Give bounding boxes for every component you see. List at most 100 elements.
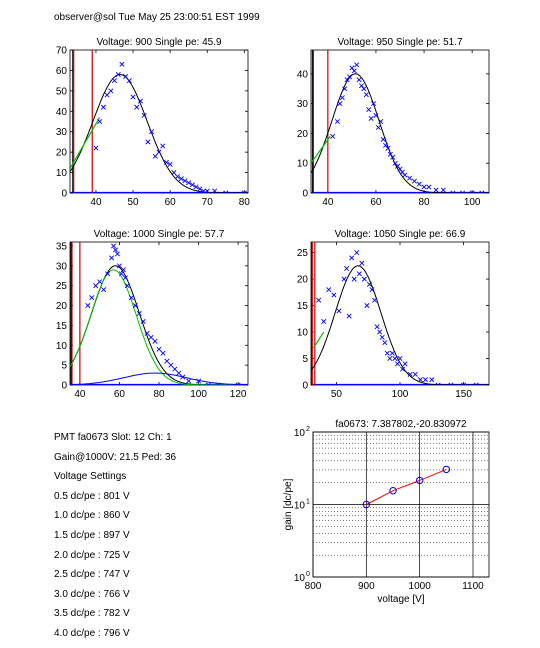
data-point	[141, 112, 147, 118]
x-tick-label: 800	[305, 581, 322, 592]
plot-frame	[69, 241, 249, 386]
data-point	[383, 142, 389, 148]
settings-title: Voltage Settings	[54, 471, 127, 483]
data-point	[440, 187, 446, 193]
data-point	[342, 86, 348, 92]
data-point	[378, 118, 384, 125]
data-point	[152, 338, 158, 344]
x-tick-label: 40	[322, 197, 334, 208]
data-point	[380, 136, 386, 142]
data-point	[435, 382, 441, 385]
gain-fit-line	[366, 468, 447, 505]
plot-frame	[312, 431, 490, 578]
data-point	[193, 184, 199, 190]
y-tick-label: 15	[56, 321, 68, 332]
data-point	[171, 170, 177, 176]
data-point	[326, 287, 332, 293]
data-point	[371, 101, 377, 107]
y-tick-label: 10	[294, 573, 306, 584]
data-point	[148, 334, 154, 340]
gain-point	[362, 500, 371, 509]
setting-1: 1.0 dc/pe : 860 V	[54, 510, 130, 522]
data-point	[110, 243, 117, 249]
y-tick-label: 0	[61, 381, 67, 392]
gain-point	[442, 465, 451, 474]
data-point	[336, 308, 342, 314]
y-tick-label: 10	[56, 168, 68, 179]
y-tick-label: 25	[56, 281, 68, 292]
plot-title: Voltage: 900 Single pe: 45.9	[96, 37, 222, 48]
data-point	[128, 295, 134, 301]
y-tick-label: 0	[61, 189, 67, 200]
data-point	[344, 265, 350, 271]
y-tick-label: 60	[56, 66, 68, 77]
y-tick-label: 20	[56, 148, 68, 159]
data-point	[160, 143, 166, 149]
data-point	[392, 356, 398, 362]
data-point	[134, 104, 140, 110]
data-point	[402, 361, 408, 367]
data-point	[97, 118, 103, 125]
plot-title: fa0673: 7.387802,-20.830972	[335, 419, 467, 430]
setting-7: 4.0 dc/pe : 796 V	[54, 627, 130, 639]
y-tick-exponent: 0	[306, 571, 310, 578]
data-point	[358, 83, 365, 89]
histogram-panel-3: Voltage: 1050 Single pe: 66.9 50 100 150 0 5 1…	[297, 229, 490, 400]
x-tick-label: 60	[370, 197, 382, 208]
y-tick-exponent: 1	[306, 499, 310, 506]
y-tick-label: 5	[61, 361, 67, 372]
data-point	[433, 187, 439, 193]
y-tick-label: 0	[302, 381, 308, 392]
data-point	[204, 188, 210, 193]
data-point	[93, 283, 99, 289]
data-point	[407, 371, 413, 377]
data-point	[115, 71, 121, 78]
y-tick-label: 15	[297, 301, 309, 312]
y-tick-label: 10	[56, 341, 68, 352]
y-tick-label: 30	[56, 127, 68, 138]
data-point	[118, 271, 124, 277]
data-point	[337, 101, 343, 107]
data-point	[412, 371, 418, 377]
data-point	[200, 188, 207, 193]
gain-point	[389, 487, 397, 495]
data-point	[377, 329, 383, 335]
x-tick-label: 60	[165, 197, 177, 208]
pmt-line: PMT fa0673 Slot: 12 Ch: 1	[54, 432, 172, 443]
data-point	[375, 124, 381, 130]
x-tick-label: 1000	[409, 581, 432, 592]
data-point	[407, 175, 413, 181]
data-point	[421, 184, 427, 190]
data-point	[473, 382, 479, 385]
setting-2: 1.5 dc/pe : 897 V	[54, 529, 130, 541]
x-tick-label: 60	[114, 389, 126, 400]
histogram-panel-0: Voltage: 900 Single pe: 45.9 40 50 60 70 80 0 1…	[56, 37, 250, 208]
x-tick-label: 80	[239, 197, 251, 208]
x-tick-label: 100	[190, 389, 207, 400]
background-curve	[70, 372, 248, 385]
data-point	[356, 77, 362, 83]
data-point	[450, 190, 456, 193]
data-point	[426, 184, 432, 190]
y-tick-label: 30	[56, 261, 68, 272]
header-text: observer@sol Tue May 25 23:00:51 EST 199…	[54, 12, 260, 23]
y-tick-label: 10	[294, 501, 306, 512]
data-point	[163, 159, 169, 165]
data-point	[178, 176, 184, 182]
data-point	[175, 174, 181, 180]
data-point	[149, 129, 155, 135]
x-tick-label: 50	[331, 389, 343, 400]
data-point	[400, 366, 406, 372]
x-tick-label: 900	[358, 581, 375, 592]
y-tick-label: 30	[297, 99, 309, 110]
data-point	[235, 382, 241, 385]
data-point	[205, 382, 211, 385]
x-tick-label: 120	[230, 389, 247, 400]
x-tick-label: 100	[464, 197, 481, 208]
data-point	[422, 377, 428, 383]
component-curve	[70, 117, 101, 169]
data-point	[417, 377, 423, 383]
plot-frame	[69, 49, 249, 194]
data-point	[373, 113, 379, 119]
